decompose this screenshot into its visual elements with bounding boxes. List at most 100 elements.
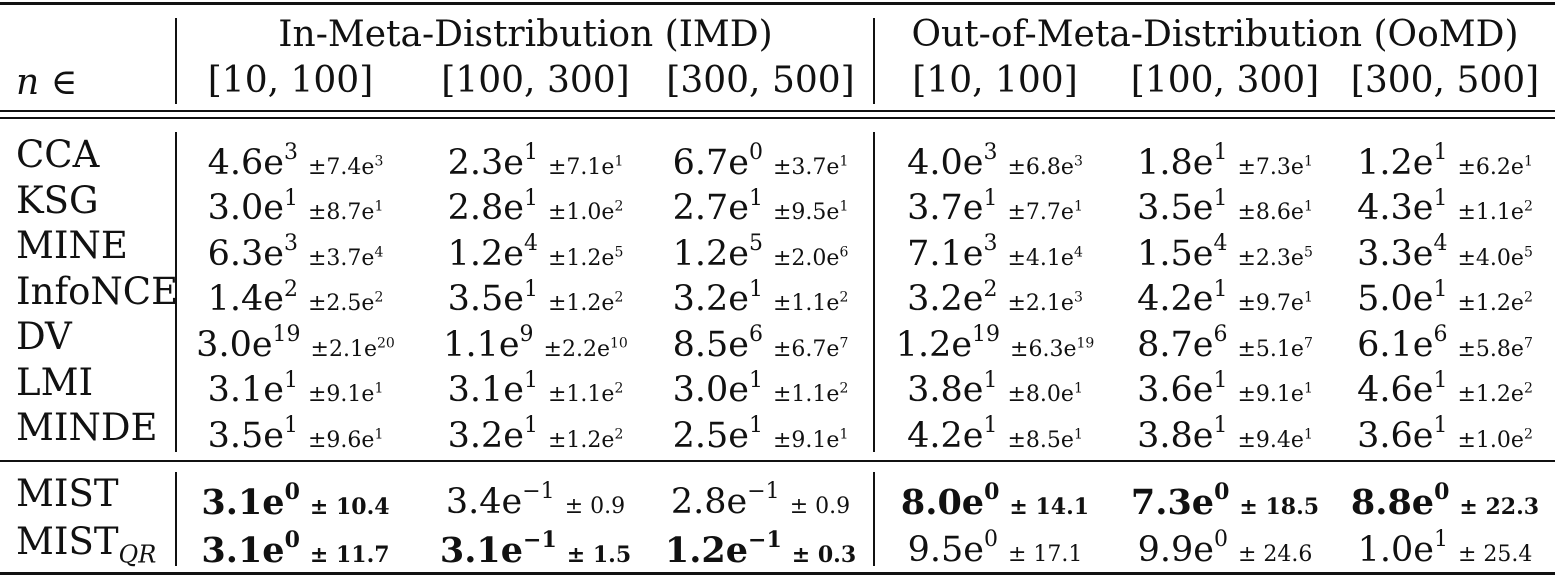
cell-std: ± 17.1 [1007, 541, 1083, 567]
range-oomd-1: [10, 100] [912, 60, 1078, 101]
table-cell: 9.9e0 ± 24.6 [1115, 519, 1335, 579]
method-name: MIST [16, 472, 119, 515]
cell-std-exponent: 2 [1523, 426, 1533, 443]
cell-mean: 2.8e1 [447, 185, 538, 229]
table-cell: 4.6e1 ±1.2e2 [1335, 360, 1555, 420]
cell-mean: 3.2e1 [447, 413, 538, 456]
cell-mean-exponent: 1 [749, 185, 763, 211]
cell-mean-exponent: 3 [284, 231, 298, 256]
table-cell: 3.2e2 ±2.1e3 [875, 269, 1115, 329]
cell-mean-exponent: 19 [272, 322, 301, 347]
range-oomd-2: [100, 300] [1130, 60, 1320, 101]
cell-std: ±9.7e1 [1237, 289, 1313, 317]
cell-std-exponent: 2 [1523, 289, 1533, 306]
cell-std: ±8.5e1 [1007, 426, 1083, 453]
table-cell: 6.3e3 ±3.7e4 [178, 223, 413, 283]
cell-mean-exponent: 6 [749, 322, 763, 347]
cell-mean: 1.0e1 [1357, 527, 1448, 570]
table-cell: 1.4e2 ±2.5e2 [178, 269, 413, 329]
table-cell: 3.5e1 ±8.6e1 [1115, 178, 1335, 238]
separator-groups-baselines [873, 132, 875, 452]
cell-mean-exponent: 1 [983, 413, 998, 438]
cell-std-exponent: 5 [614, 244, 624, 261]
table-row: DV 3.0e19 ±2.1e20 1.1e9 ±2.2e10 8.5e6 ±6.7e7 1.… [0, 314, 1555, 365]
cell-mean-exponent: 1 [983, 367, 998, 393]
cell-mean: 1.8e1 [1137, 140, 1228, 183]
range-imd-3: [300, 500] [666, 60, 855, 101]
table-cell: 1.2e5 ±2.0e6 [648, 223, 873, 283]
separator-method-baselines [175, 132, 177, 452]
table-cell: 3.1e1 ±1.1e2 [423, 360, 648, 420]
table-cell: 3.5e1 ±9.6e1 [178, 405, 413, 465]
cell-mean: 8.0e0 [900, 479, 1000, 523]
cell-mean-exponent: 1 [749, 413, 763, 438]
table-cell: 9.5e0 ± 17.1 [875, 519, 1115, 579]
cell-mean: 1.5e4 [1137, 231, 1228, 274]
cell-std: ±9.1e1 [1237, 380, 1313, 408]
cell-std-exponent: 1 [1303, 289, 1313, 306]
top-rule [0, 2, 1555, 5]
cell-std: ±8.0e1 [1007, 380, 1083, 408]
method-name: KSG [16, 178, 99, 222]
cell-std-exponent: 1 [614, 153, 624, 170]
table-cell: 3.7e1 ±7.7e1 [875, 178, 1115, 238]
cell-std: ±2.5e2 [308, 289, 384, 317]
cell-mean: 3.8e1 [907, 367, 998, 411]
cell-std: ±6.8e3 [1007, 153, 1083, 180]
header-rule-upper [0, 110, 1555, 112]
cell-std: ±2.1e20 [310, 335, 395, 362]
cell-std: ±7.4e3 [308, 153, 384, 180]
table-cell: 3.2e1 ±1.2e2 [423, 405, 648, 465]
table-cell: 8.7e6 ±5.1e7 [1115, 314, 1335, 374]
cell-std-exponent: 1 [839, 153, 849, 170]
n-range-label: n ∈ [16, 62, 78, 103]
cell-mean: 3.5e1 [447, 276, 538, 320]
cell-std-exponent: 2 [1523, 380, 1533, 397]
cell-std-exponent: 2 [374, 289, 384, 306]
cell-mean-exponent: 1 [284, 413, 298, 438]
cell-std-exponent: 10 [610, 335, 628, 352]
cell-mean: 1.1e9 [443, 322, 534, 365]
table-cell: 8.5e6 ±6.7e7 [648, 314, 873, 374]
cell-std: ±9.1e1 [308, 380, 384, 408]
table-cell: 3.0e1 ±8.7e1 [178, 178, 413, 238]
cell-std: ±7.1e1 [548, 153, 624, 180]
table-cell: 8.0e0 ± 14.1 [875, 471, 1115, 532]
cell-mean-exponent: 0 [1213, 527, 1228, 552]
cell-std: ±5.1e7 [1237, 335, 1313, 362]
cell-mean: 3.1e−1 [439, 527, 557, 571]
cell-mean-exponent: 0 [284, 527, 300, 553]
table-cell: 7.1e3 ±4.1e4 [875, 223, 1115, 283]
table-cell: 3.6e1 ±1.0e2 [1335, 405, 1555, 465]
cell-mean: 1.4e2 [207, 276, 298, 320]
cell-mean: 3.2e1 [672, 276, 763, 320]
cell-std: ±9.4e1 [1237, 426, 1313, 453]
cell-mean: 3.7e1 [907, 185, 998, 229]
cell-mean: 9.9e0 [1137, 527, 1228, 570]
method-name: DV [16, 315, 72, 358]
cell-std-exponent: 4 [1073, 244, 1083, 261]
separator-method-header [175, 18, 177, 104]
cell-mean-exponent: 0 [984, 479, 1000, 505]
cell-mean: 1.2e−1 [664, 527, 782, 571]
cell-mean-exponent: 0 [1214, 479, 1230, 505]
table-cell: 2.5e1 ±9.1e1 [648, 405, 873, 465]
cell-std-exponent: 1 [1303, 426, 1313, 443]
cell-mean-exponent: 3 [284, 140, 298, 165]
method-name: MINE [16, 224, 128, 267]
cell-std-exponent: 7 [1303, 335, 1313, 352]
cell-std: ±1.0e2 [548, 198, 624, 226]
cell-mean: 4.0e3 [907, 140, 998, 183]
cell-mean: 1.2e5 [672, 231, 763, 274]
cell-std: ±1.2e5 [548, 244, 624, 271]
table-cell: 3.8e1 ±8.0e1 [875, 360, 1115, 420]
cell-mean-exponent: 1 [1433, 185, 1448, 211]
cell-mean-exponent: 2 [983, 276, 998, 302]
table-row: MISTQR 3.1e0 ± 11.7 3.1e−1 ± 1.5 1.2e−1 ± 0.3 9… [0, 519, 1555, 571]
cell-mean-exponent: 1 [1213, 140, 1228, 165]
separator-groups-ours [873, 472, 875, 566]
cell-std-exponent: 3 [1073, 153, 1083, 170]
cell-std: ±2.2e10 [543, 335, 628, 362]
cell-std: ±5.8e7 [1457, 335, 1533, 362]
cell-mean-exponent: 1 [524, 185, 538, 211]
